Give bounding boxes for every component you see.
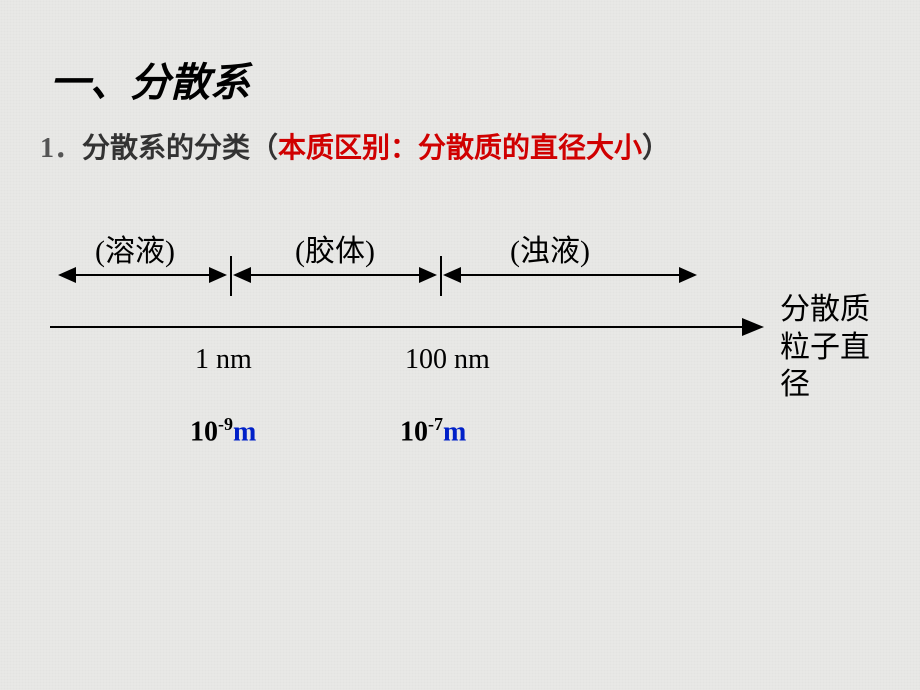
meter-exponent: -7 [428, 414, 443, 434]
meter-base: 10 [190, 416, 218, 447]
range-label-solution: (溶液) [95, 226, 175, 270]
arrow-head-left-icon [58, 267, 76, 283]
arrow-head-left-icon [443, 267, 461, 283]
axis-label-line2: 粒子直径 [780, 329, 890, 404]
arrow-head-right-icon [742, 318, 764, 336]
range-label-colloid: (胶体) [295, 226, 375, 270]
axis-label: 分散质 粒子直径 [780, 291, 890, 404]
tick-1nm [230, 256, 232, 296]
tick-label-100nm: 100 nm [405, 344, 490, 376]
range-arrow-colloid [235, 274, 435, 276]
subtitle-suffix: ） [642, 133, 670, 164]
range-arrow-suspension [445, 274, 695, 276]
range-arrow-solution [60, 274, 225, 276]
arrow-head-left-icon [233, 267, 251, 283]
number-line-axis [50, 326, 760, 328]
section-title: 一、分散系 [50, 50, 880, 108]
arrow-head-right-icon [679, 267, 697, 283]
subtitle-line: 1．分散系的分类（本质区别：分散质的直径大小） [40, 126, 880, 166]
meter-label-100nm: 10-7m [400, 414, 466, 448]
arrow-head-right-icon [419, 267, 437, 283]
subtitle-highlight: 本质区别：分散质的直径大小 [278, 133, 642, 164]
tick-label-1nm: 1 nm [195, 344, 252, 376]
meter-label-1nm: 10-9m [190, 414, 256, 448]
arrow-head-right-icon [209, 267, 227, 283]
range-label-suspension: (浊液) [510, 226, 590, 270]
axis-label-line1: 分散质 [780, 291, 890, 329]
meter-base: 10 [400, 416, 428, 447]
slide-content: 一、分散系 1．分散系的分类（本质区别：分散质的直径大小） (溶液) (胶体) … [0, 0, 920, 466]
meter-exponent: -9 [218, 414, 233, 434]
subtitle-prefix: 分散系的分类（ [82, 133, 278, 164]
tick-100nm [440, 256, 442, 296]
subtitle-number: 1． [40, 133, 82, 164]
meter-unit: m [233, 416, 256, 447]
particle-size-diagram: (溶液) (胶体) (浊液) 1 nm 100 nm 分散质 粒子直径 10-9… [50, 226, 890, 466]
meter-unit: m [443, 416, 466, 447]
